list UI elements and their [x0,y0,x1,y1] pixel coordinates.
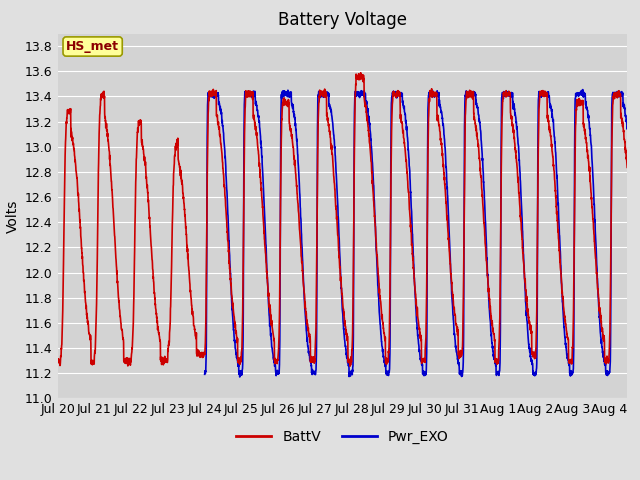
Legend: BattV, Pwr_EXO: BattV, Pwr_EXO [231,425,454,450]
Y-axis label: Volts: Volts [5,199,19,233]
Title: Battery Voltage: Battery Voltage [278,11,407,29]
Text: HS_met: HS_met [66,40,119,53]
